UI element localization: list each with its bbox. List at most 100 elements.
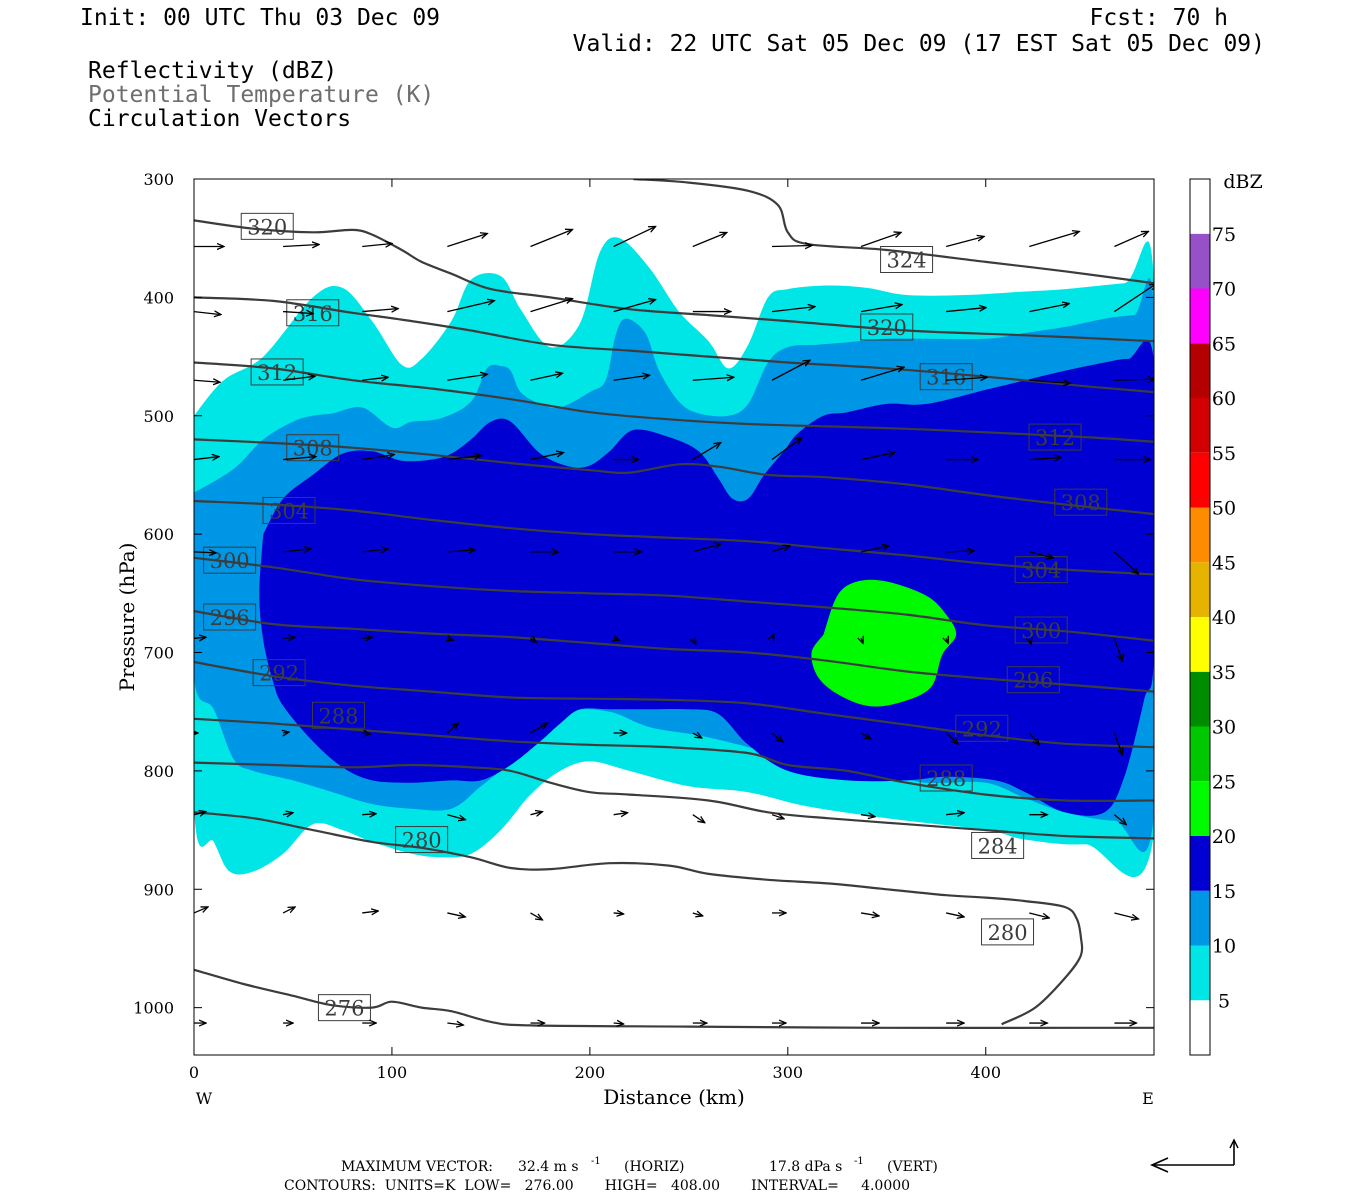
- theta-contour-324: [633, 179, 1154, 285]
- colorbar-swatch: [1190, 726, 1210, 782]
- theta-label-text: 288: [926, 767, 966, 791]
- circulation-vector: [692, 733, 702, 738]
- colorbar-swatch: [1190, 452, 1210, 508]
- circulation-vector: [771, 438, 802, 461]
- circulation-vector: [194, 907, 208, 914]
- circulation-vector: [194, 637, 206, 638]
- circulation-vector: [1029, 380, 1070, 383]
- max-horiz-exponent: -1: [591, 1156, 601, 1167]
- theta-contour-300: [194, 556, 1154, 642]
- theta-label-324: 324: [880, 245, 934, 273]
- theta-label-text: 304: [1021, 559, 1061, 583]
- theta-label-text: 300: [1021, 619, 1061, 643]
- circulation-vector: [946, 813, 964, 815]
- theta-label-text: 292: [962, 717, 1002, 741]
- colorbar-level-label: 45: [1212, 552, 1236, 574]
- theta-contour-312: [194, 361, 1154, 443]
- circulation-vector: [530, 723, 547, 734]
- theta-label-box: [262, 496, 316, 524]
- theta-label-312: 312: [250, 358, 304, 386]
- theta-label-text: 288: [318, 704, 358, 728]
- circulation-vector: [447, 301, 494, 313]
- colorbar-swatch: [1190, 398, 1210, 453]
- circulation-vector: [1113, 638, 1122, 661]
- theta-label-box: [395, 826, 449, 854]
- x-tick-label: 100: [377, 1063, 408, 1082]
- circulation-vector: [194, 312, 221, 315]
- colorbar-level-label: 20: [1212, 826, 1236, 848]
- circulation-vector: [283, 549, 311, 552]
- theta-contour-284: [194, 761, 1154, 840]
- colorbar-level-label: 25: [1212, 771, 1236, 793]
- theta-label-box: [286, 299, 340, 327]
- colorbar-swatch: [1190, 507, 1210, 563]
- y-tick-label: 600: [143, 525, 174, 544]
- theta-label-text: 276: [324, 997, 364, 1021]
- circulation-vector: [692, 377, 734, 380]
- circulation-vector: [771, 245, 812, 246]
- x-axis-label: Distance (km): [603, 1085, 745, 1109]
- circulation-vector: [282, 907, 295, 914]
- legend-reflectivity: Reflectivity (dBZ): [88, 58, 337, 84]
- theta-label-320: 320: [240, 212, 294, 240]
- colorbar-level-label: 10: [1212, 936, 1236, 958]
- y-tick-label: 900: [143, 880, 174, 899]
- circulation-vector: [860, 546, 889, 553]
- theta-label-box: [971, 831, 1025, 859]
- theta-contour-280: [194, 811, 1084, 1026]
- theta-contour-320: [194, 219, 1154, 343]
- circulation-vector: [1029, 231, 1079, 248]
- colorbar-swatch: [1190, 781, 1210, 836]
- theta-label-text: 284: [978, 834, 1018, 858]
- circulation-vector: [1113, 732, 1122, 755]
- theta-label-box: [981, 918, 1035, 946]
- theta-label-300: 300: [203, 546, 257, 574]
- theta-label-280: 280: [395, 826, 449, 854]
- x-tick-label: 300: [773, 1063, 804, 1082]
- circulation-vector: [860, 232, 901, 248]
- circulation-vector: [946, 377, 987, 380]
- forecast-hour: Fcst: 70 h: [1090, 5, 1228, 31]
- circulation-vector: [447, 1023, 463, 1025]
- theta-label-304: 304: [262, 496, 316, 524]
- y-tick-label: 300: [143, 170, 174, 189]
- y-tick-label: 700: [143, 644, 174, 663]
- circulation-vector: [692, 913, 703, 916]
- west-label: W: [196, 1089, 213, 1108]
- colorbar-swatch: [1190, 1000, 1210, 1055]
- theta-label-box: [1014, 616, 1068, 644]
- axes: 0 100 200 300 400 300 400 500 600 700 800 900 1000: [133, 170, 1154, 1082]
- reference-vector-icon: [1150, 1138, 1239, 1173]
- circulation-vector: [860, 815, 875, 817]
- theta-label-288: 288: [919, 764, 973, 792]
- colorbar-swatch: [1190, 562, 1210, 617]
- circulation-vector: [1113, 814, 1126, 825]
- theta-label-text: 316: [926, 366, 966, 390]
- theta-label-296: 296: [203, 603, 257, 631]
- circulation-vector: [446, 723, 458, 734]
- circulation-vector: [860, 367, 904, 381]
- theta-contour-304: [194, 499, 1154, 576]
- circulation-vector: [613, 1023, 624, 1024]
- x-tick-label: 0: [189, 1063, 199, 1082]
- circulation-vector: [362, 911, 378, 913]
- circulation-vector: [613, 300, 656, 313]
- circulation-vector: [1113, 551, 1138, 574]
- theta-label-316: 316: [919, 363, 973, 391]
- max-vector-note: MAXIMUM VECTOR: 32.4 m s -1 (HORIZ) 17.8…: [341, 1156, 938, 1175]
- theta-label-276: 276: [317, 994, 371, 1022]
- theta-label-text: 320: [867, 316, 907, 340]
- theta-label-box: [880, 245, 934, 273]
- theta-label-304: 304: [1014, 556, 1068, 584]
- circulation-vector: [771, 307, 815, 313]
- y-tick-label: 1000: [133, 999, 174, 1018]
- colorbar-level-label: 75: [1212, 224, 1236, 246]
- theta-label-text: 312: [1035, 426, 1075, 450]
- circulation-vector: [1029, 304, 1069, 313]
- theta-label-300: 300: [1014, 616, 1068, 644]
- circulation-vector: [362, 309, 398, 312]
- circulation-vector: [530, 229, 572, 248]
- theta-contour-308: [194, 438, 1154, 516]
- reflectivity-20dbz-area: [811, 579, 957, 707]
- y-axis-label: Pressure (hPa): [115, 543, 139, 692]
